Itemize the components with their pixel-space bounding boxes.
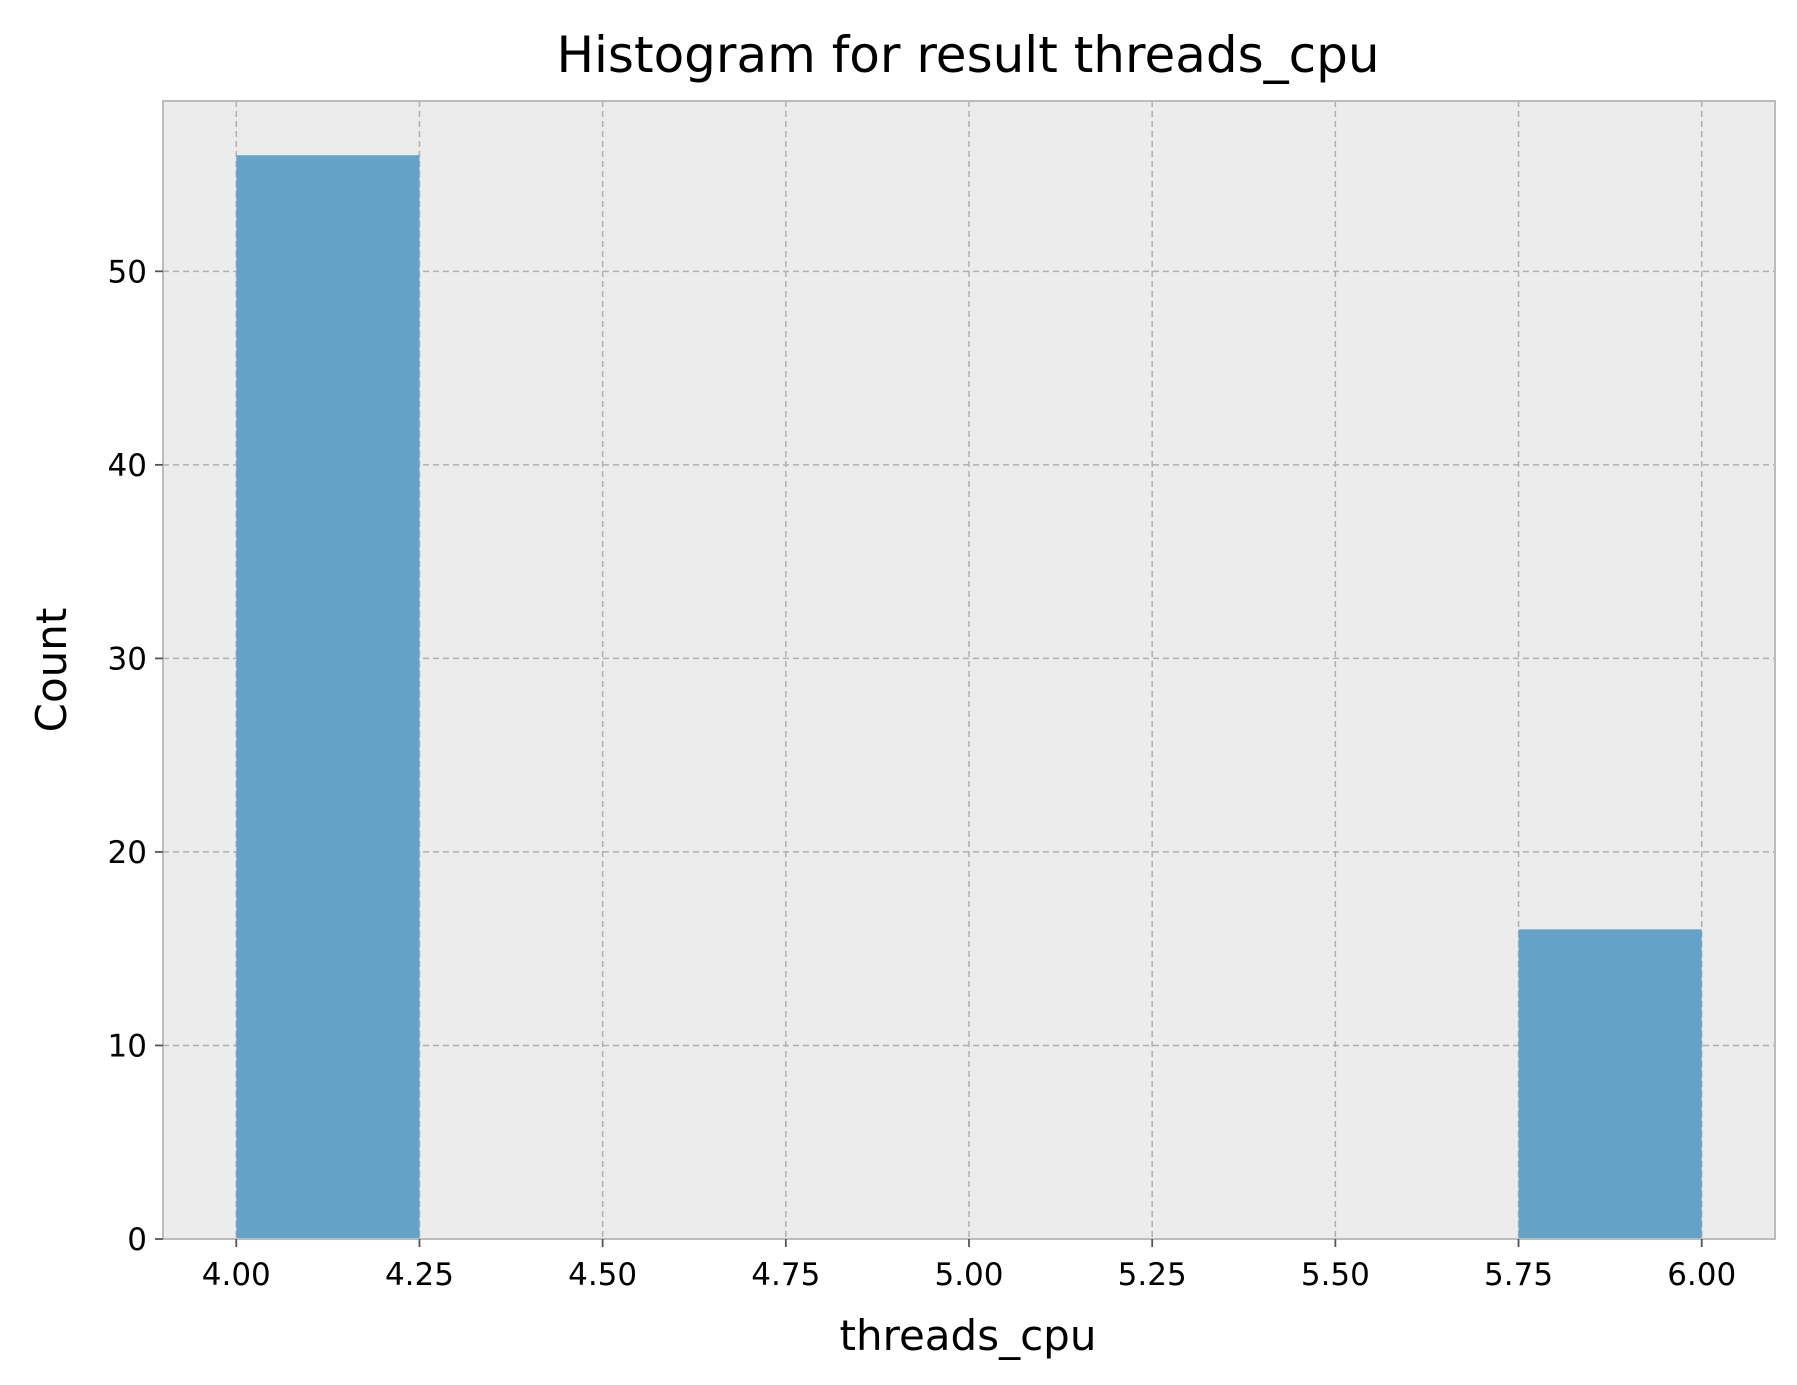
y-tick-label: 0 (127, 1222, 147, 1258)
x-tick-label: 6.00 (1667, 1257, 1736, 1293)
histogram-bar (1518, 929, 1702, 1239)
y-tick-label: 20 (108, 835, 147, 871)
x-tick-label: 4.75 (751, 1257, 820, 1293)
y-tick-label: 40 (108, 448, 147, 484)
y-tick-label: 50 (108, 254, 147, 290)
x-tick-label: 4.25 (385, 1257, 454, 1293)
plot-area (163, 101, 1775, 1239)
y-tick-label: 30 (108, 641, 147, 677)
x-tick-label: 4.00 (202, 1257, 271, 1293)
y-axis-title: Count (27, 608, 76, 733)
x-tick-label: 5.25 (1118, 1257, 1187, 1293)
x-tick-label: 5.50 (1301, 1257, 1370, 1293)
chart-title: Histogram for result threads_cpu (556, 26, 1379, 84)
x-tick-label: 5.00 (934, 1257, 1003, 1293)
histogram-bars (236, 155, 1702, 1240)
grid-lines (163, 101, 1775, 1239)
axis-ticks: 4.00 4.25 4.50 4.75 5.00 5.25 5.50 5.75 6.00 0 10 2… (108, 254, 1737, 1293)
x-axis-title: threads_cpu (840, 1311, 1097, 1360)
x-tick-label: 4.50 (568, 1257, 637, 1293)
histogram-bar (236, 155, 420, 1240)
x-tick-label: 5.75 (1484, 1257, 1553, 1293)
y-tick-label: 10 (108, 1028, 147, 1064)
